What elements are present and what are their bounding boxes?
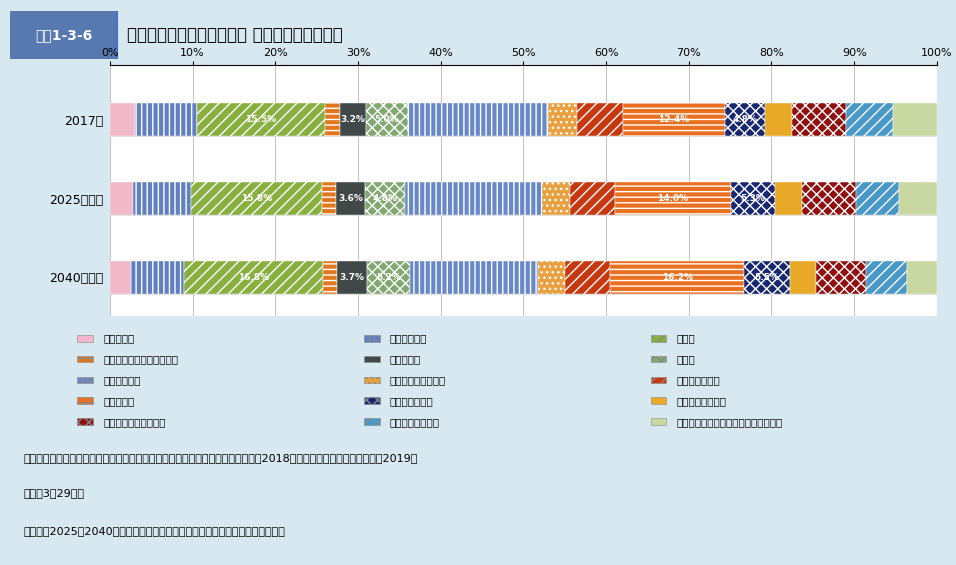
- Text: 公務・複合サービス・分離不能の産業: 公務・複合サービス・分離不能の産業: [677, 417, 783, 427]
- Bar: [339, 103, 366, 137]
- FancyBboxPatch shape: [364, 397, 380, 405]
- Bar: [866, 260, 907, 294]
- Bar: [790, 260, 816, 294]
- Bar: [337, 260, 367, 294]
- Bar: [110, 103, 135, 137]
- Text: 図表1-3-6: 図表1-3-6: [34, 28, 92, 42]
- Bar: [135, 103, 197, 137]
- Text: 資料：（独）労働政策研究・研修機構「労働力需給の推計ー労働力需給モデル（2018年度版）による将来推計ー」（2019年: 資料：（独）労働政策研究・研修機構「労働力需給の推計ー労働力需給モデル（2018…: [24, 453, 418, 463]
- Bar: [133, 182, 191, 215]
- Bar: [565, 260, 610, 294]
- FancyBboxPatch shape: [364, 334, 380, 342]
- Text: 16.8%: 16.8%: [238, 273, 270, 281]
- FancyBboxPatch shape: [651, 397, 666, 405]
- Text: 情報通信業: 情報通信業: [390, 354, 421, 364]
- Text: 5.0%: 5.0%: [375, 115, 400, 124]
- Text: 3月29日）: 3月29日）: [24, 488, 85, 498]
- Bar: [110, 260, 937, 294]
- Text: 飲食店・宿泊業: 飲食店・宿泊業: [677, 375, 721, 385]
- Bar: [325, 103, 339, 137]
- Text: 運輸業: 運輸業: [677, 354, 695, 364]
- Bar: [321, 182, 336, 215]
- Bar: [899, 182, 937, 215]
- Text: 金融保険・不動産業: 金融保険・不動産業: [390, 375, 446, 385]
- Text: 15.8%: 15.8%: [241, 194, 272, 203]
- Text: 5.3%: 5.3%: [741, 194, 766, 203]
- FancyBboxPatch shape: [10, 11, 118, 59]
- Bar: [191, 182, 321, 215]
- FancyBboxPatch shape: [364, 418, 380, 425]
- Text: 15.5%: 15.5%: [246, 115, 276, 124]
- Text: 電気・ガス・水道・熱供給: 電気・ガス・水道・熱供給: [103, 354, 178, 364]
- Text: 4.8%: 4.8%: [732, 115, 757, 124]
- Bar: [185, 260, 323, 294]
- Bar: [793, 103, 846, 137]
- Bar: [577, 103, 622, 137]
- Bar: [616, 182, 731, 215]
- Bar: [405, 182, 542, 215]
- Text: （注）　2025・2040年の推計値は、成長実現・労働参加進展シナリオによる。: （注） 2025・2040年の推計値は、成長実現・労働参加進展シナリオによる。: [24, 526, 286, 536]
- Text: その他のサービス: その他のサービス: [390, 417, 440, 427]
- FancyBboxPatch shape: [651, 376, 666, 384]
- Text: 5.5%: 5.5%: [754, 273, 779, 281]
- Bar: [856, 182, 899, 215]
- FancyBboxPatch shape: [77, 376, 93, 384]
- FancyBboxPatch shape: [77, 355, 93, 363]
- Text: 3.7%: 3.7%: [339, 273, 364, 281]
- FancyBboxPatch shape: [364, 355, 380, 363]
- FancyBboxPatch shape: [77, 334, 93, 342]
- Bar: [410, 260, 538, 294]
- Text: 生活関連サービス: 生活関連サービス: [677, 396, 727, 406]
- Text: 農林水産業: 農林水産業: [103, 333, 134, 343]
- Bar: [366, 103, 407, 137]
- Text: 3.6%: 3.6%: [338, 194, 363, 203]
- Bar: [744, 260, 790, 294]
- Bar: [802, 182, 856, 215]
- Bar: [816, 260, 866, 294]
- Bar: [336, 182, 365, 215]
- Bar: [893, 103, 937, 137]
- Bar: [846, 103, 893, 137]
- Bar: [110, 260, 131, 294]
- Text: 製造業: 製造業: [677, 333, 695, 343]
- Text: 4.8%: 4.8%: [373, 194, 398, 203]
- Text: 16.2%: 16.2%: [662, 273, 693, 281]
- Bar: [774, 182, 802, 215]
- Bar: [110, 182, 937, 215]
- FancyBboxPatch shape: [77, 397, 93, 405]
- Bar: [548, 103, 577, 137]
- Bar: [726, 103, 765, 137]
- FancyBboxPatch shape: [651, 334, 666, 342]
- Bar: [570, 182, 616, 215]
- Bar: [110, 182, 133, 215]
- Text: 医療・福祉: 医療・福祉: [103, 396, 134, 406]
- FancyBboxPatch shape: [651, 418, 666, 425]
- Bar: [323, 260, 337, 294]
- Bar: [610, 260, 744, 294]
- FancyBboxPatch shape: [651, 355, 666, 363]
- Bar: [110, 103, 937, 137]
- Text: 3.2%: 3.2%: [340, 115, 365, 124]
- Text: 14.0%: 14.0%: [658, 194, 688, 203]
- Bar: [367, 260, 410, 294]
- Bar: [131, 260, 185, 294]
- Text: 卸売・小売業: 卸売・小売業: [103, 375, 141, 385]
- Text: 鉱業・建設業: 鉱業・建設業: [390, 333, 427, 343]
- Bar: [907, 260, 937, 294]
- Text: 教育・学習支援: 教育・学習支援: [390, 396, 434, 406]
- Text: 産業別就業者構成の見通し （労働力需給推計）: 産業別就業者構成の見通し （労働力需給推計）: [126, 27, 342, 44]
- Bar: [197, 103, 325, 137]
- Bar: [622, 103, 726, 137]
- Text: その他の事業サービス: その他の事業サービス: [103, 417, 165, 427]
- FancyBboxPatch shape: [364, 376, 380, 384]
- Bar: [407, 103, 548, 137]
- Bar: [731, 182, 774, 215]
- Text: 12.4%: 12.4%: [659, 115, 689, 124]
- Text: 5.2%: 5.2%: [376, 273, 402, 281]
- Bar: [765, 103, 793, 137]
- Bar: [538, 260, 565, 294]
- Bar: [542, 182, 570, 215]
- FancyBboxPatch shape: [77, 418, 93, 425]
- Bar: [365, 182, 405, 215]
